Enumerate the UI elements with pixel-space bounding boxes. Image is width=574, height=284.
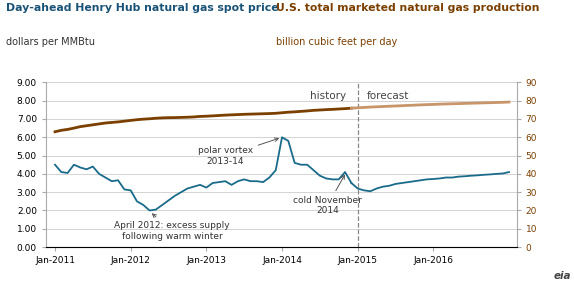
Text: April 2012: excess supply
following warm winter: April 2012: excess supply following warm… bbox=[114, 214, 230, 241]
Text: dollars per MMBtu: dollars per MMBtu bbox=[6, 37, 95, 47]
Text: cold November
2014: cold November 2014 bbox=[293, 176, 362, 215]
Text: forecast: forecast bbox=[367, 91, 409, 101]
Text: U.S. total marketed natural gas production: U.S. total marketed natural gas producti… bbox=[276, 3, 539, 13]
Text: eia: eia bbox=[554, 271, 571, 281]
Text: polar vortex
2013-14: polar vortex 2013-14 bbox=[197, 138, 278, 166]
Text: billion cubic feet per day: billion cubic feet per day bbox=[276, 37, 397, 47]
Text: Day-ahead Henry Hub natural gas spot price: Day-ahead Henry Hub natural gas spot pri… bbox=[6, 3, 278, 13]
Text: history: history bbox=[310, 91, 346, 101]
